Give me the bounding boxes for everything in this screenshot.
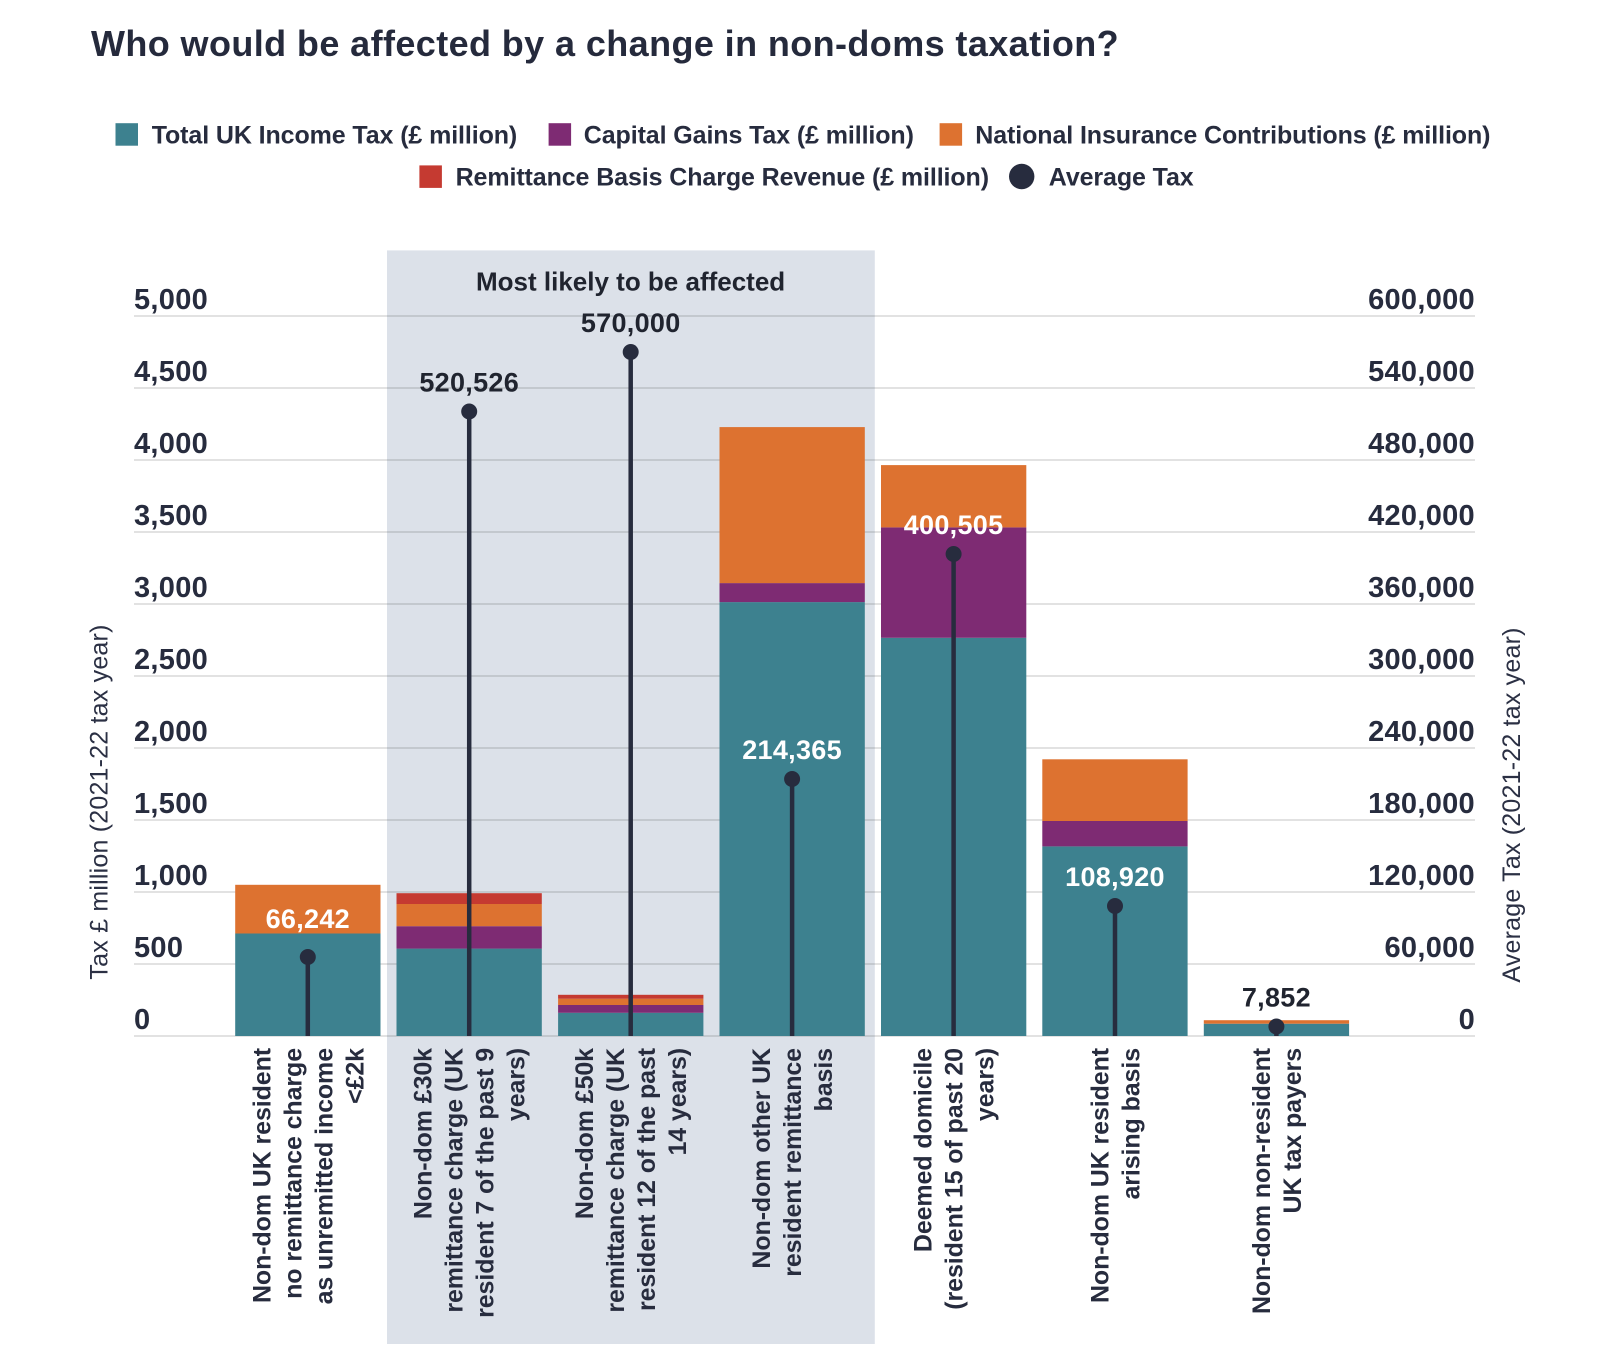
svg-text:120,000: 120,000 [1368,860,1475,892]
svg-text:0: 0 [134,1004,150,1036]
svg-text:0: 0 [1459,1004,1475,1036]
svg-text:5,000: 5,000 [134,284,208,316]
svg-text:UK tax payers: UK tax payers [1279,1048,1307,1213]
svg-text:Average Tax (2021-22 tax year): Average Tax (2021-22 tax year) [1498,627,1526,982]
svg-text:4,000: 4,000 [134,428,208,460]
svg-text:Deemed domicile: Deemed domicile [910,1048,938,1252]
svg-text:2,500: 2,500 [134,644,208,676]
svg-text:3,500: 3,500 [134,500,208,532]
svg-text:108,920: 108,920 [1065,862,1165,892]
svg-text:540,000: 540,000 [1368,356,1475,388]
svg-text:2,000: 2,000 [134,716,208,748]
svg-text:as unremitted income: as unremitted income [310,1048,338,1305]
svg-text:Who would be affected by a cha: Who would be affected by a change in non… [91,23,1119,64]
svg-text:3,000: 3,000 [134,572,208,604]
svg-text:years): years) [972,1048,1000,1121]
svg-text:Non-dom non-resident: Non-dom non-resident [1248,1047,1276,1314]
svg-text:<£2k: <£2k [341,1048,369,1104]
svg-text:remittance charge (UK: remittance charge (UK [602,1048,630,1313]
svg-text:500: 500 [134,932,183,964]
svg-text:resident 7 of the past 9: resident 7 of the past 9 [472,1048,500,1318]
svg-text:480,000: 480,000 [1368,428,1475,460]
svg-text:Most likely to be affected: Most likely to be affected [476,266,785,296]
svg-text:7,852: 7,852 [1242,983,1311,1013]
svg-text:240,000: 240,000 [1368,716,1475,748]
svg-text:National Insurance Contributio: National Insurance Contributions (£ mill… [975,122,1490,150]
svg-text:60,000: 60,000 [1385,932,1476,964]
svg-text:arising basis: arising basis [1118,1048,1146,1200]
svg-text:66,242: 66,242 [266,904,350,934]
svg-text:Non-dom other UK: Non-dom other UK [748,1048,776,1269]
svg-text:(resident 15 of past 20: (resident 15 of past 20 [941,1048,969,1310]
svg-text:Non-dom UK resident: Non-dom UK resident [1087,1047,1115,1303]
svg-text:300,000: 300,000 [1368,644,1475,676]
svg-text:420,000: 420,000 [1368,500,1475,532]
svg-text:Average Tax: Average Tax [1049,164,1194,192]
svg-text:Tax £ million (2021-22 tax yea: Tax £ million (2021-22 tax year) [86,624,114,979]
svg-text:360,000: 360,000 [1368,572,1475,604]
svg-text:Capital Gains Tax (£ million): Capital Gains Tax (£ million) [584,122,914,150]
svg-text:180,000: 180,000 [1368,788,1475,820]
svg-text:no remittance charge: no remittance charge [279,1048,307,1299]
svg-text:14 years): 14 years) [664,1048,692,1156]
svg-text:520,526: 520,526 [419,368,519,398]
svg-text:Non-dom £30k: Non-dom £30k [410,1048,438,1219]
svg-text:Remittance Basis Charge Revenu: Remittance Basis Charge Revenue (£ milli… [456,164,989,192]
svg-text:resident remittance: resident remittance [779,1048,807,1277]
svg-text:Total UK Income Tax (£ million: Total UK Income Tax (£ million) [152,122,517,150]
svg-text:4,500: 4,500 [134,356,208,388]
svg-text:remittance charge (UK: remittance charge (UK [441,1048,469,1313]
svg-text:1,000: 1,000 [134,860,208,892]
svg-text:basis: basis [810,1048,838,1111]
svg-text:years): years) [503,1048,531,1121]
svg-text:resident 12 of the past: resident 12 of the past [633,1047,661,1311]
svg-text:1,500: 1,500 [134,788,208,820]
svg-text:400,505: 400,505 [904,510,1004,540]
svg-text:570,000: 570,000 [581,308,681,338]
svg-text:214,365: 214,365 [742,735,842,765]
svg-text:Non-dom £50k: Non-dom £50k [571,1048,599,1219]
svg-text:600,000: 600,000 [1368,284,1475,316]
svg-text:Non-dom UK resident: Non-dom UK resident [248,1047,276,1303]
